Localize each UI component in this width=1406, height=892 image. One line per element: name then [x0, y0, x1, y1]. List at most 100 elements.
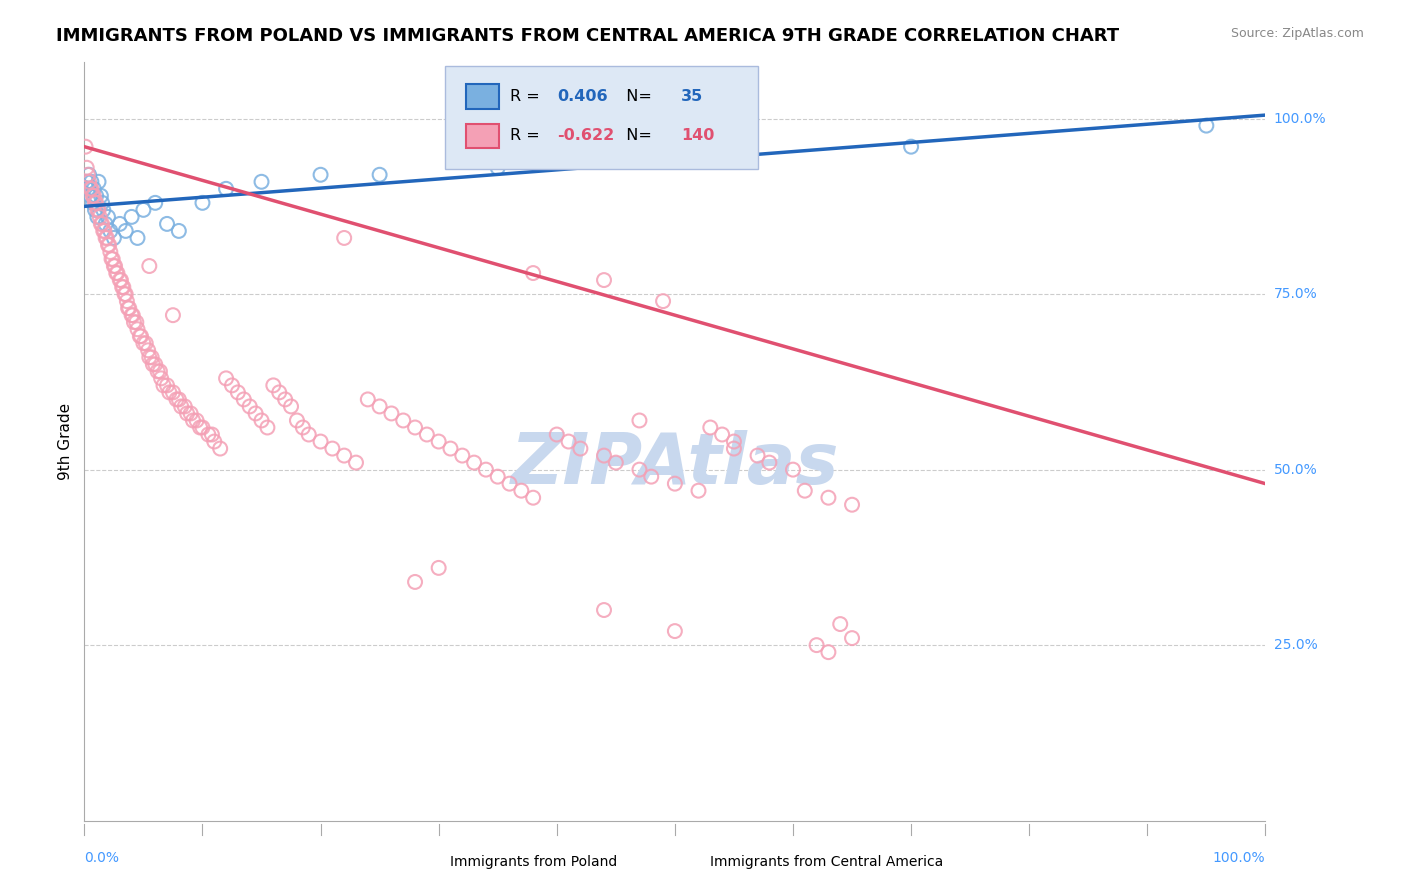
Point: [628, 413, 651, 427]
Point: [209, 442, 232, 456]
Point: [91, 224, 114, 238]
Point: [699, 420, 721, 434]
Point: [404, 574, 426, 589]
Point: [186, 413, 208, 427]
Point: [593, 273, 616, 287]
Point: [817, 645, 839, 659]
Point: [157, 385, 180, 400]
Point: [900, 139, 922, 153]
Point: [121, 210, 143, 224]
Point: [93, 224, 115, 238]
Point: [830, 617, 852, 632]
Point: [82, 189, 104, 203]
Point: [439, 442, 461, 456]
Point: [84, 195, 107, 210]
Point: [150, 371, 173, 385]
Point: [664, 624, 686, 639]
Point: [107, 266, 129, 280]
Point: [86, 210, 108, 224]
Text: ZIPAtlas: ZIPAtlas: [510, 430, 839, 499]
Point: [392, 413, 415, 427]
Text: R =: R =: [509, 89, 544, 104]
Point: [80, 175, 103, 189]
Point: [149, 364, 172, 378]
Point: [108, 217, 131, 231]
Point: [104, 259, 127, 273]
Point: [256, 420, 278, 434]
Point: [357, 392, 380, 407]
FancyBboxPatch shape: [444, 66, 758, 169]
Point: [125, 315, 148, 329]
FancyBboxPatch shape: [418, 854, 443, 871]
Point: [628, 462, 651, 476]
Point: [569, 442, 592, 456]
Point: [664, 153, 686, 168]
Point: [101, 252, 124, 266]
Point: [176, 407, 198, 421]
Point: [112, 280, 135, 294]
Text: 35: 35: [681, 89, 703, 104]
Point: [723, 434, 745, 449]
Text: N=: N=: [616, 128, 652, 144]
Point: [97, 238, 120, 252]
Point: [463, 456, 485, 470]
Point: [321, 442, 343, 456]
Point: [91, 202, 114, 217]
Point: [79, 182, 101, 196]
Point: [711, 427, 734, 442]
Point: [135, 336, 157, 351]
Text: Immigrants from Poland: Immigrants from Poland: [450, 855, 617, 870]
Point: [368, 168, 391, 182]
Point: [152, 378, 174, 392]
Point: [250, 175, 273, 189]
Point: [226, 385, 249, 400]
Point: [127, 322, 149, 336]
Point: [143, 195, 166, 210]
Point: [146, 364, 169, 378]
Point: [197, 427, 219, 442]
Point: [181, 413, 204, 427]
Point: [167, 224, 190, 238]
Point: [782, 462, 804, 476]
Point: [86, 202, 108, 217]
Point: [640, 469, 662, 483]
Point: [191, 195, 214, 210]
Point: [758, 456, 780, 470]
Point: [162, 385, 184, 400]
Point: [90, 217, 112, 231]
Point: [427, 561, 450, 575]
FancyBboxPatch shape: [465, 124, 499, 148]
Point: [118, 301, 141, 315]
Point: [82, 195, 104, 210]
Point: [688, 483, 710, 498]
Text: 140: 140: [681, 128, 714, 144]
Text: 25.0%: 25.0%: [1274, 638, 1317, 652]
Point: [416, 427, 439, 442]
Point: [232, 392, 254, 407]
Point: [806, 638, 828, 652]
Point: [166, 392, 188, 407]
Point: [239, 400, 262, 414]
Point: [333, 449, 356, 463]
Point: [132, 202, 155, 217]
Point: [298, 427, 321, 442]
Point: [427, 434, 450, 449]
Point: [110, 273, 132, 287]
Point: [84, 195, 107, 210]
Point: [451, 449, 474, 463]
Point: [97, 210, 120, 224]
Point: [170, 400, 193, 414]
Point: [841, 498, 863, 512]
Point: [309, 168, 332, 182]
Point: [105, 266, 128, 280]
Point: [114, 287, 136, 301]
Point: [111, 280, 134, 294]
Point: [117, 301, 139, 315]
Point: [121, 308, 143, 322]
Point: [89, 210, 111, 224]
Point: [100, 252, 122, 266]
Point: [156, 217, 179, 231]
Point: [280, 400, 302, 414]
Point: [136, 343, 159, 358]
Text: R =: R =: [509, 128, 544, 144]
